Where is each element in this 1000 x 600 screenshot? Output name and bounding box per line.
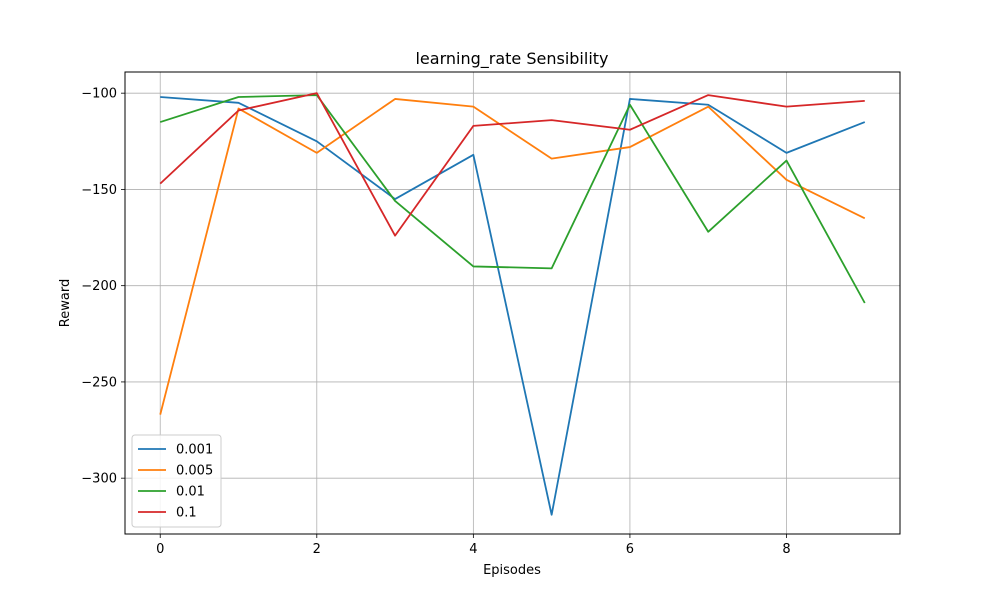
- x-tick-label: 4: [469, 542, 477, 557]
- y-tick-label: −300: [81, 472, 117, 487]
- x-tick-label: 6: [626, 542, 634, 557]
- series-line-0.001: [160, 96, 866, 516]
- y-tick-label: −150: [81, 183, 117, 198]
- x-tick-label: 0: [156, 542, 164, 557]
- series-line-0.1: [159, 92, 865, 237]
- series-lines: [159, 92, 866, 516]
- legend-box: [131, 434, 222, 528]
- y-tick-label: −200: [81, 279, 117, 294]
- x-axis-label: Episodes: [483, 563, 541, 578]
- y-axis-ticks: −100 −150 −200 −250 −300: [81, 87, 125, 487]
- y-tick-label: −250: [81, 375, 117, 390]
- chart-title: learning_rate Sensibility: [415, 49, 608, 69]
- legend-label: 0.001: [176, 443, 213, 458]
- legend-label: 0.01: [176, 485, 205, 500]
- series-line-0.005: [159, 98, 866, 415]
- y-axis-label: Reward: [58, 279, 73, 327]
- legend-label: 0.1: [176, 506, 197, 521]
- plot-area-frame: [124, 71, 901, 535]
- grid-lines: [125, 72, 900, 534]
- x-tick-label: 8: [782, 542, 790, 557]
- legend-label: 0.005: [176, 464, 213, 479]
- legend: 0.001 0.005 0.01 0.1: [131, 434, 222, 528]
- x-axis-ticks: 0 2 4 6 8: [156, 534, 791, 557]
- y-tick-label: −100: [81, 87, 117, 102]
- series-line-0.01: [159, 94, 866, 304]
- x-tick-label: 2: [313, 542, 321, 557]
